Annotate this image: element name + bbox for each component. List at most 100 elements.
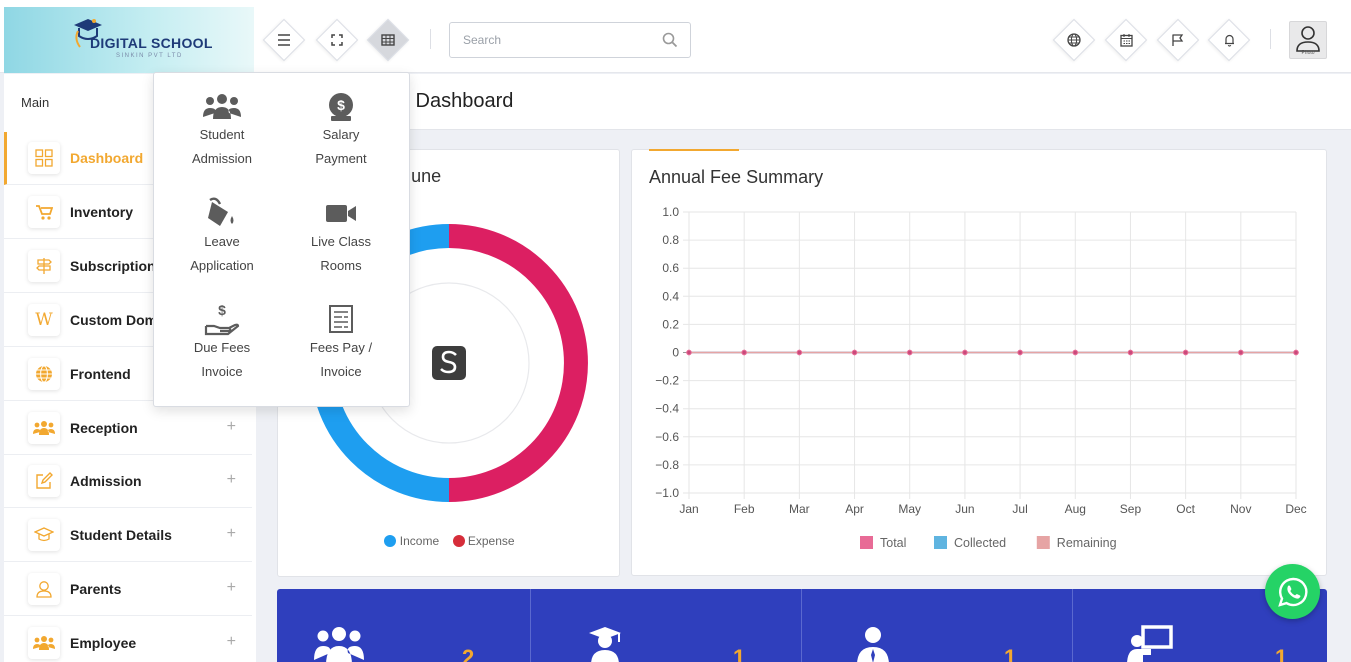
legend-swatch <box>860 536 873 549</box>
search-icon[interactable] <box>662 32 678 48</box>
quick-leave-application[interactable]: Leave Application <box>162 196 282 278</box>
whatsapp-chat-button[interactable] <box>1265 564 1320 619</box>
divider <box>1270 29 1271 49</box>
sidebar-item-student-details[interactable]: Student Details + <box>4 509 252 562</box>
money-bag-icon: $ <box>329 93 353 121</box>
user-icon <box>1296 26 1320 52</box>
flag-icon <box>1163 25 1193 55</box>
data-point <box>1238 349 1244 356</box>
sidebar-item-frontend[interactable]: Frontend <box>4 348 252 401</box>
x-tick-label: Apr <box>845 502 864 516</box>
data-point <box>686 349 692 356</box>
sidebar-item-subscription[interactable]: Subscription <box>4 240 252 293</box>
brand-area[interactable]: DIGITAL SCHOOL SINKIN PVT LTD <box>4 7 254 73</box>
svg-text:$: $ <box>218 302 226 318</box>
sidebar-item-label: Custom Domain <box>70 312 178 328</box>
stat-value: 2 <box>462 645 475 662</box>
data-point <box>796 349 803 356</box>
data-point <box>851 349 858 356</box>
user-icon <box>28 573 60 605</box>
x-tick-label: Mar <box>789 502 810 516</box>
legend-expense-label[interactable]: Expense <box>467 534 515 548</box>
invoice-icon <box>329 305 353 333</box>
sidebar-item-dashboard[interactable]: Dashboard <box>4 132 252 185</box>
graduation-icon <box>28 519 60 551</box>
legend-income-dot <box>384 535 397 547</box>
sidebar-item-reception[interactable]: Reception + <box>4 402 252 455</box>
stats-bar: 2 1 1 1 <box>277 589 1327 662</box>
y-tick-label: −1.0 <box>655 486 679 500</box>
page-header <box>256 74 1351 130</box>
calendar-icon <box>1111 25 1141 55</box>
x-tick-label: Jan <box>679 502 698 516</box>
search-input[interactable] <box>450 23 650 57</box>
quick-menu-label: Fees Pay / Invoice <box>309 340 373 379</box>
data-point <box>1072 349 1078 356</box>
annual-fee-card: Annual Fee Summary 1.0 0.8 0.6 0.4 0.2 0 −0.2 −… <box>631 149 1327 576</box>
legend-label: Collected <box>954 536 1006 550</box>
sidebar-item-parents[interactable]: Parents + <box>4 563 252 616</box>
data-point <box>962 349 968 356</box>
income-expense-donut <box>310 224 588 502</box>
quick-fees-pay-invoice[interactable]: Fees Pay / Invoice <box>281 302 401 384</box>
sidebar-item-admission[interactable]: Admission + <box>4 455 252 508</box>
sidebar-item-label: Dashboard <box>70 150 144 166</box>
sidebar-item-inventory[interactable]: Inventory <box>4 186 252 239</box>
x-tick-label: Aug <box>1065 502 1086 516</box>
globe-icon <box>1059 25 1089 55</box>
quick-due-fees-invoice[interactable]: $ Due Fees Invoice <box>162 302 282 384</box>
expand-plus-icon[interactable]: + <box>226 579 236 596</box>
x-tick-label: Sep <box>1120 502 1142 516</box>
table-grid-icon <box>373 25 403 55</box>
expand-plus-icon[interactable]: + <box>226 633 236 650</box>
data-point <box>1293 349 1299 356</box>
quick-menu-label: Student Admission <box>192 127 252 166</box>
y-tick-label: 0 <box>672 346 679 360</box>
expand-plus-icon[interactable]: + <box>226 525 236 542</box>
users-icon <box>314 627 364 662</box>
quick-menu-label: Due Fees Invoice <box>193 340 251 379</box>
user-avatar[interactable]: Photo <box>1289 21 1327 59</box>
data-point <box>1127 349 1134 356</box>
sidebar-item-employee[interactable]: Employee + <box>4 617 252 662</box>
bell-icon <box>1214 25 1244 55</box>
wordpress-icon: W <box>28 304 60 336</box>
expand-plus-icon[interactable]: + <box>226 471 236 488</box>
y-tick-label: −0.6 <box>655 430 679 444</box>
legend-income-label[interactable]: Income <box>399 534 440 548</box>
sidebar-item-custom-domain[interactable]: W Custom Domain <box>4 294 252 347</box>
stat-divider <box>801 589 802 662</box>
data-point <box>1017 349 1023 356</box>
x-tick-label: Jun <box>955 502 974 516</box>
legend-label: Remaining <box>1057 536 1117 550</box>
quick-student-admission[interactable]: Student Admission <box>162 89 282 171</box>
x-tick-label: May <box>898 502 921 516</box>
sidebar-item-label: Parents <box>70 581 122 597</box>
graduation-cap-logo-icon <box>74 19 102 48</box>
sidebar-item-label: Reception <box>70 420 138 436</box>
quick-live-class-rooms[interactable]: Live Class Rooms <box>281 196 401 278</box>
divider <box>430 29 431 49</box>
users-icon <box>203 94 241 119</box>
signpost-icon <box>28 250 60 282</box>
graduate-icon <box>589 627 621 662</box>
slice-expense[interactable] <box>448 224 588 502</box>
fullscreen-icon <box>322 25 352 55</box>
search-box[interactable] <box>449 22 691 58</box>
expand-plus-icon[interactable]: + <box>226 418 236 435</box>
teacher-board-icon <box>1127 625 1173 662</box>
x-tick-label: Feb <box>734 502 755 516</box>
quick-salary-payment[interactable]: $ Salary Payment <box>281 89 401 171</box>
video-icon <box>326 205 356 222</box>
stat-value: 1 <box>1004 645 1017 662</box>
users-icon <box>28 627 60 659</box>
whatsapp-icon <box>1277 577 1308 607</box>
legend-swatch <box>1036 536 1050 549</box>
y-tick-label: 0.8 <box>662 233 679 247</box>
globe-icon <box>28 358 60 390</box>
legend-expense-dot <box>452 535 465 547</box>
hamburger-icon <box>269 25 299 55</box>
y-tick-label: −0.8 <box>655 458 679 472</box>
x-tick-label: Dec <box>1285 502 1306 516</box>
y-tick-label: −0.2 <box>655 374 679 388</box>
